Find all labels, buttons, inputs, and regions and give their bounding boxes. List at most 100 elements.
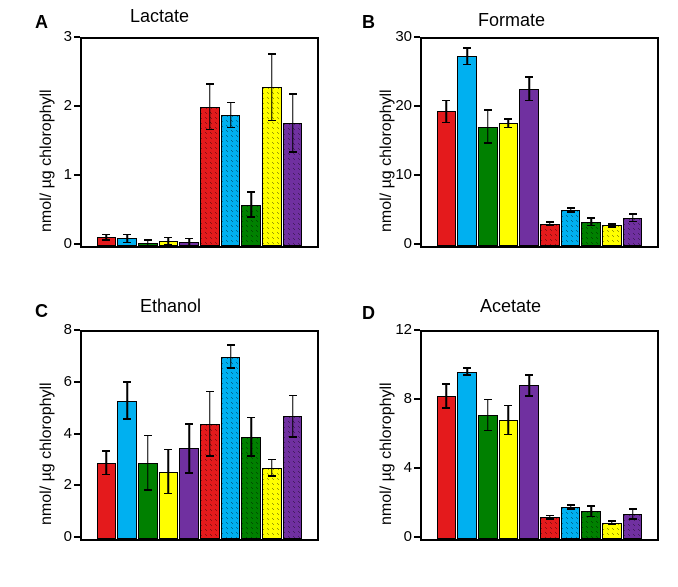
bar bbox=[499, 332, 519, 539]
error-bar-line bbox=[528, 375, 530, 396]
error-bar-cap-bottom bbox=[227, 367, 235, 369]
error-bar-cap-top bbox=[185, 238, 193, 240]
bar bbox=[478, 39, 498, 246]
error-bar-cap-top bbox=[546, 515, 554, 517]
bar bbox=[457, 332, 477, 539]
error-bar-line bbox=[209, 392, 211, 457]
bar bbox=[117, 39, 137, 246]
error-bar-line bbox=[250, 192, 252, 217]
bar bbox=[97, 332, 117, 539]
error-bar-line bbox=[168, 450, 170, 494]
error-bar-cap-bottom bbox=[484, 142, 492, 144]
bar-rect bbox=[221, 115, 241, 246]
bar bbox=[200, 39, 220, 246]
bar-rect bbox=[478, 127, 498, 246]
error-bar-cap-bottom bbox=[608, 524, 616, 526]
bar bbox=[262, 332, 282, 539]
error-bar-cap-top bbox=[525, 76, 533, 78]
error-bar-cap-bottom bbox=[629, 518, 637, 520]
error-bar-cap-top bbox=[206, 391, 214, 393]
bar-rect bbox=[561, 210, 581, 246]
bar bbox=[283, 332, 303, 539]
error-bar-cap-bottom bbox=[206, 129, 214, 131]
ytick-label: 3 bbox=[46, 28, 72, 45]
bar bbox=[581, 39, 601, 246]
error-bar-cap-top bbox=[289, 93, 297, 95]
bar bbox=[457, 39, 477, 246]
error-bar-line bbox=[126, 382, 128, 419]
error-bar-cap-top bbox=[268, 459, 276, 461]
bar bbox=[602, 332, 622, 539]
ytick-label: 8 bbox=[46, 321, 72, 338]
error-bar-cap-top bbox=[484, 109, 492, 111]
panel-letter-b: B bbox=[362, 12, 375, 33]
error-bar-cap-top bbox=[587, 505, 595, 507]
ytick-label: 0 bbox=[386, 528, 412, 545]
bar bbox=[602, 39, 622, 246]
bar-rect bbox=[437, 111, 457, 246]
bar bbox=[561, 332, 581, 539]
bar bbox=[623, 39, 643, 246]
error-bar-cap-bottom bbox=[289, 151, 297, 153]
y-axis-label-a: nmol/ µg chlorophyll bbox=[38, 89, 56, 232]
ytick-mark bbox=[74, 105, 80, 107]
error-bar-cap-bottom bbox=[504, 127, 512, 129]
error-bar-cap-top bbox=[123, 381, 131, 383]
plot-area-b bbox=[420, 37, 659, 248]
error-bar-line bbox=[271, 54, 273, 120]
panel-title-b: Formate bbox=[478, 10, 545, 31]
ytick-mark bbox=[74, 174, 80, 176]
error-bar-cap-bottom bbox=[629, 221, 637, 223]
error-bar-cap-bottom bbox=[247, 216, 255, 218]
error-bar-cap-top bbox=[567, 504, 575, 506]
error-bar-cap-top bbox=[442, 100, 450, 102]
y-axis-label-c: nmol/ µg chlorophyll bbox=[38, 382, 56, 525]
error-bar-cap-top bbox=[164, 237, 172, 239]
bar bbox=[581, 332, 601, 539]
error-bar-cap-bottom bbox=[463, 374, 471, 376]
error-bar-cap-top bbox=[247, 417, 255, 419]
ytick-mark bbox=[74, 433, 80, 435]
bar bbox=[117, 332, 137, 539]
bar-rect bbox=[262, 468, 282, 539]
ytick-label: 0 bbox=[46, 528, 72, 545]
ytick-mark bbox=[414, 398, 420, 400]
error-bar-cap-top bbox=[525, 374, 533, 376]
error-bar-cap-bottom bbox=[546, 225, 554, 227]
error-bar-cap-bottom bbox=[185, 472, 193, 474]
bar bbox=[138, 39, 158, 246]
error-bar-cap-top bbox=[484, 399, 492, 401]
panel-title-d: Acetate bbox=[480, 296, 541, 317]
error-bar-line bbox=[230, 345, 232, 368]
ytick-label: 12 bbox=[386, 321, 412, 338]
bar-rect bbox=[221, 357, 241, 539]
bar bbox=[540, 39, 560, 246]
error-bar-line bbox=[508, 405, 510, 434]
error-bar-line bbox=[271, 460, 273, 477]
bar bbox=[437, 39, 457, 246]
bar bbox=[478, 332, 498, 539]
ytick-mark bbox=[414, 243, 420, 245]
error-bar-line bbox=[106, 451, 108, 474]
error-bar-cap-top bbox=[546, 221, 554, 223]
y-axis-label-d: nmol/ µg chlorophyll bbox=[378, 382, 396, 525]
bar bbox=[519, 332, 539, 539]
bar bbox=[97, 39, 117, 246]
error-bar-line bbox=[528, 77, 530, 100]
panel-letter-d: D bbox=[362, 303, 375, 324]
bar-rect bbox=[602, 225, 622, 246]
error-bar-cap-bottom bbox=[123, 242, 131, 244]
bar bbox=[262, 39, 282, 246]
error-bar-cap-top bbox=[463, 367, 471, 369]
bar-rect bbox=[540, 224, 560, 246]
error-bar-cap-bottom bbox=[268, 120, 276, 122]
error-bar-cap-top bbox=[629, 508, 637, 510]
bar-rect bbox=[561, 507, 581, 539]
error-bar-line bbox=[292, 395, 294, 436]
error-bar-cap-bottom bbox=[123, 418, 131, 420]
bar-rect bbox=[540, 517, 560, 539]
bar-rect bbox=[602, 523, 622, 539]
error-bar-cap-bottom bbox=[567, 508, 575, 510]
error-bar-line bbox=[466, 48, 468, 65]
error-bar-cap-top bbox=[227, 344, 235, 346]
